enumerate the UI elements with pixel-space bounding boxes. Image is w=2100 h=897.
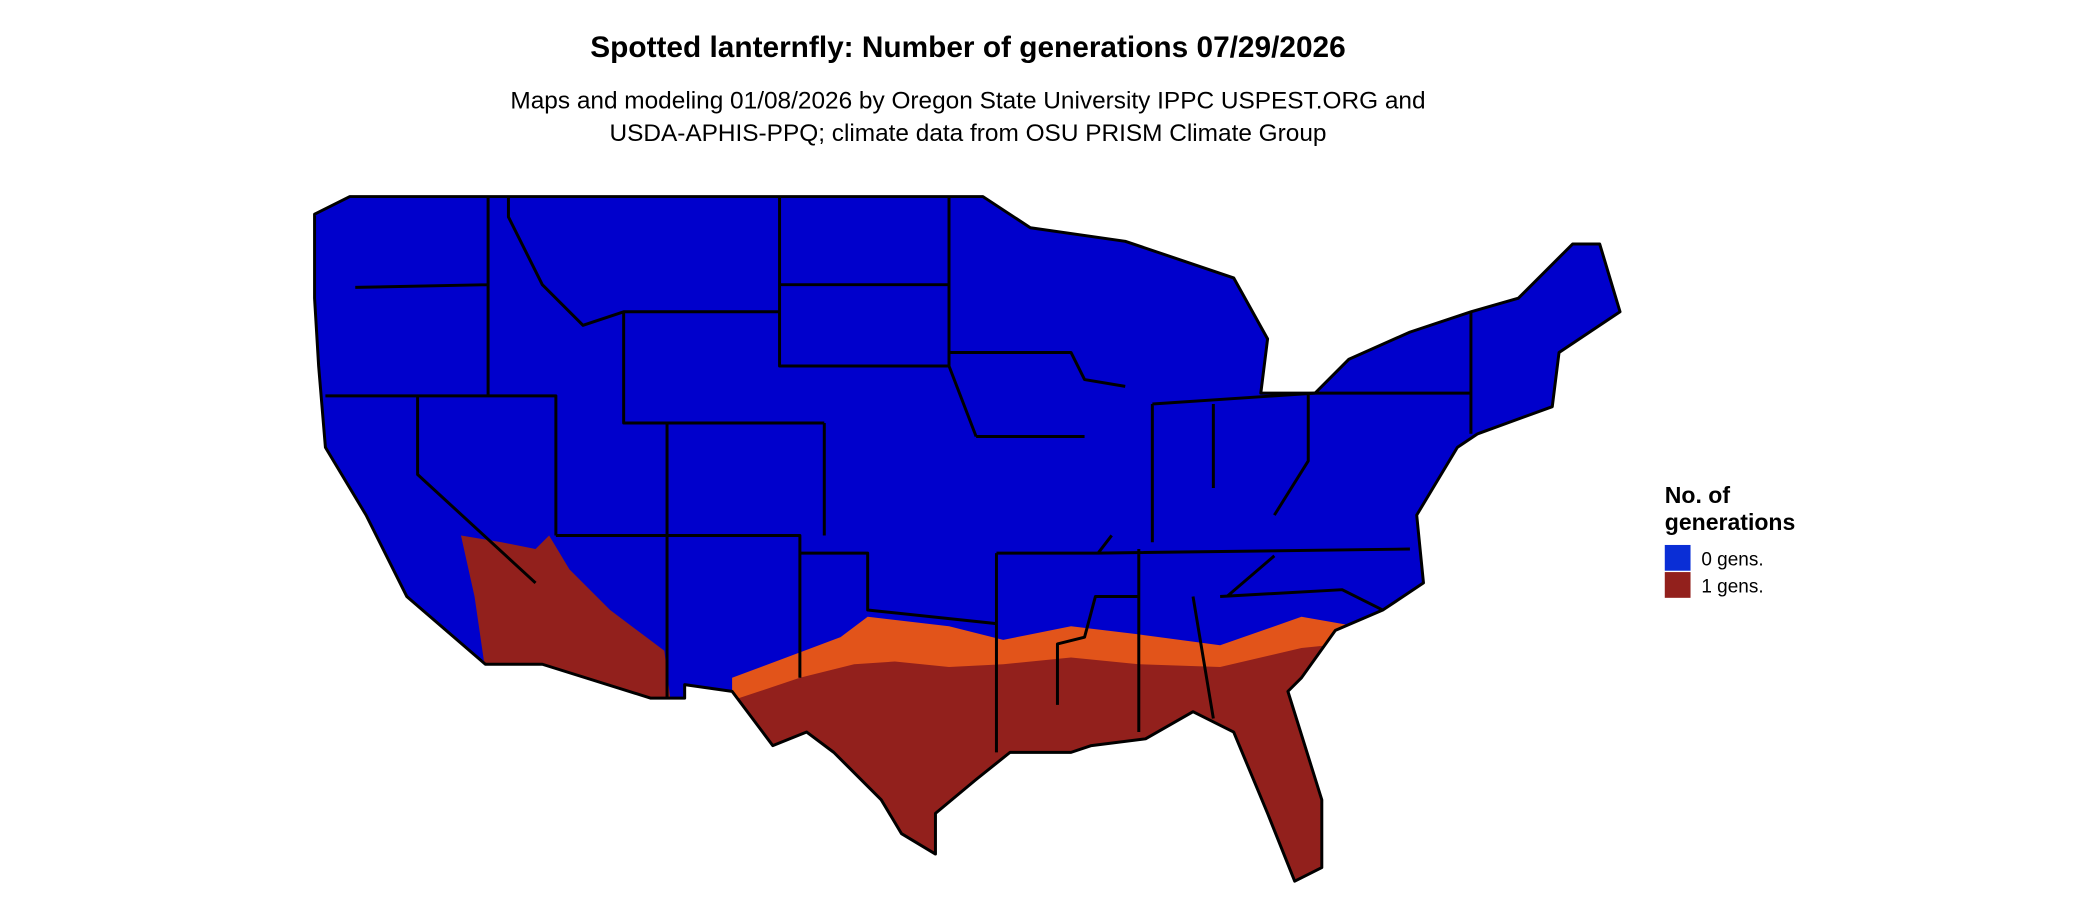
subtitle: Maps and modeling 01/08/2026 by Oregon S… — [510, 87, 1425, 114]
legend-swatch — [1664, 544, 1691, 571]
legend-title: No. of — [1665, 482, 1731, 508]
title: Spotted lanternfly: Number of generation… — [590, 31, 1345, 64]
legend-label: 0 gens. — [1701, 549, 1763, 570]
region-one — [460, 535, 672, 705]
legend-label: 1 gens. — [1701, 576, 1763, 597]
region-one — [406, 643, 1343, 882]
subtitle: USDA-APHIS-PPQ; climate data from OSU PR… — [609, 120, 1326, 147]
legend-swatch — [1664, 572, 1691, 598]
state-lines — [325, 196, 1473, 753]
legend-title: generations — [1665, 509, 1796, 535]
legend: No. of generations 0 gens. 1 gens. — [1664, 482, 1796, 598]
